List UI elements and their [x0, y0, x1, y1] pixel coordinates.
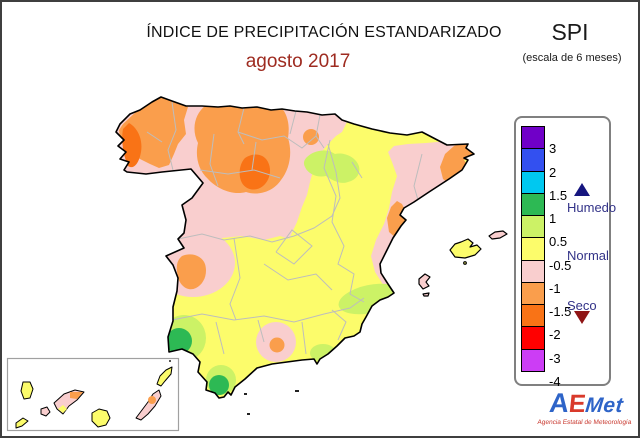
region-extremadura-orange: [176, 254, 206, 290]
legend-cell-3: [521, 126, 545, 150]
legend-cell-2: [521, 148, 545, 172]
island-menorca: [488, 230, 508, 240]
legend-tick-0.5: 0.5: [549, 234, 568, 250]
aemet-tagline: Agencia Estatal de Meteorología: [537, 419, 632, 426]
legend-tick--2: -2: [549, 327, 561, 343]
aemet-letters-met: Met: [584, 394, 625, 417]
legend-tick-1.5: 1.5: [549, 187, 568, 203]
legend-cell-1.5: [521, 170, 545, 194]
island-tenerife-orange: [70, 392, 83, 399]
legend-tick--1.5: -1.5: [549, 304, 572, 320]
legend-wet-label: Humedo: [567, 200, 617, 215]
island-fuerteventura-orange: [148, 396, 156, 404]
region-granada-orange: [269, 337, 285, 353]
region-aragon-light-green: [303, 150, 360, 183]
wet-up-triangle-icon: [574, 183, 590, 196]
island-la-palma: [20, 381, 34, 400]
page-title: ÍNDICE DE PRECIPITACIÓN ESTANDARIZADO: [146, 24, 502, 41]
aemet-logo: AEMet Agencia Estatal de Meteorología: [532, 388, 638, 426]
region-huelva-green: [166, 328, 192, 354]
legend-cell--1: [521, 259, 545, 283]
legend-cell--4: [521, 348, 545, 372]
spi-legend: 3 2 1.5 1 0.5 -0.5 -1 -1.5 -2 -3 -4 Humedo Normal …: [514, 116, 616, 389]
island-formentera: [422, 292, 430, 297]
legend-cell-0.5: [521, 215, 545, 239]
dry-down-triangle-icon: [574, 311, 590, 324]
island-el-hierro: [15, 417, 29, 429]
legend-normal-label: Normal: [567, 248, 609, 263]
spain-coastline: [115, 96, 475, 399]
spi-index-abbr: SPI: [551, 19, 589, 45]
legend-tick-3: 3: [549, 141, 557, 157]
legend-tick--4: -4: [549, 373, 561, 389]
legend-dry-label: Seco: [567, 298, 597, 313]
island-mallorca: [449, 238, 482, 259]
balearic-islands: [418, 230, 508, 297]
region-girona-orange: [440, 140, 474, 185]
legend-tick--3: -3: [549, 350, 561, 366]
island-la-gomera: [40, 406, 51, 417]
aemet-logo-letters: AEMet: [532, 388, 638, 422]
legend-tick--0.5: -0.5: [549, 257, 572, 273]
region-galicia-dark-orange: [122, 123, 142, 168]
legend-tick--1: -1: [549, 280, 561, 296]
region-south-tip-green: [209, 375, 229, 395]
island-ibiza: [418, 273, 431, 290]
legend-cell-1: [521, 192, 545, 217]
canary-inset: [6, 357, 180, 432]
island-cabrera: [463, 261, 467, 265]
legend-cell--1.5: [521, 281, 545, 306]
map-month-subtitle: agosto 2017: [245, 51, 351, 72]
legend-tick-1: 1: [549, 211, 557, 227]
island-tenerife-yellow-tip: [58, 405, 67, 413]
region-burgos-dark-orange: [239, 154, 271, 190]
region-navarra-orange-spot: [303, 129, 319, 145]
legend-cell--3: [521, 326, 545, 350]
legend-cell--0.5: [521, 237, 545, 261]
anomaly-regions: [116, 97, 474, 395]
island-gran-canaria: [91, 408, 111, 428]
legend-cell--2: [521, 304, 545, 328]
legend-colorbar: [521, 126, 545, 372]
island-lanzarote: [156, 366, 173, 387]
legend-tick-2: 2: [549, 164, 557, 180]
spi-scale-note: (escala de 6 meses): [522, 52, 622, 64]
sea-marks: [244, 390, 299, 415]
islet-dot: [169, 360, 171, 362]
province-borders: [146, 101, 423, 355]
